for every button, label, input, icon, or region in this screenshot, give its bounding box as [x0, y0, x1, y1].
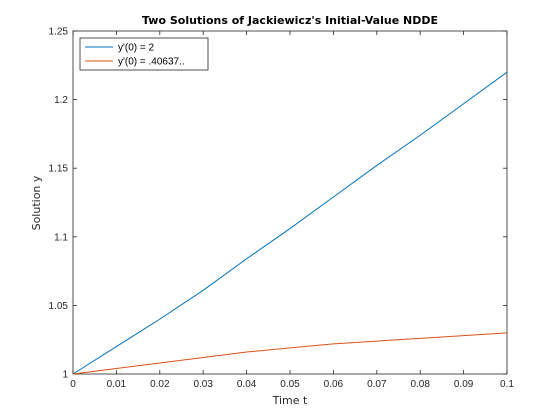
series-line-1 [72, 71, 508, 375]
x-tick-label: 0.04 [237, 379, 257, 390]
y-tick-label: 1.2 [54, 95, 68, 106]
y-tick-label: 1.05 [49, 301, 69, 312]
legend-box [79, 37, 209, 71]
x-tick-label: 0.08 [410, 379, 430, 390]
y-tick-label: 1.1 [54, 232, 68, 243]
x-tick-label: 0 [70, 379, 76, 390]
y-tick-label: 1 [62, 370, 68, 381]
plot-area [72, 30, 508, 375]
x-tick-label: 0.05 [280, 379, 300, 390]
x-tick-label: 0.07 [367, 379, 387, 390]
x-axis-label: Time t [272, 394, 308, 407]
legend-label-series-1: y'(0) = 2 [118, 43, 155, 54]
legend-label-series-2: y'(0) = .40637.. [118, 57, 185, 68]
legend: y'(0) = 2 y'(0) = .40637.. [79, 37, 209, 71]
chart-title: Two Solutions of Jackiewicz's Initial-Va… [142, 14, 438, 27]
series-line-2 [72, 332, 508, 375]
x-tick-label: 0.1 [500, 379, 514, 390]
x-axis: 0 0.01 0.02 0.03 0.04 0.05 0.06 0.07 0.08 0.09 0.1 [70, 31, 514, 390]
x-tick-label: 0.09 [454, 379, 474, 390]
x-tick-label: 0.06 [324, 379, 344, 390]
y-axis: 1 1.05 1.1 1.15 1.2 1.25 [49, 27, 507, 381]
y-axis-label: Solution y [30, 175, 43, 230]
y-tick-label: 1.15 [49, 164, 69, 175]
x-tick-label: 0.02 [150, 379, 170, 390]
x-tick-label: 0.03 [193, 379, 213, 390]
y-tick-label: 1.25 [49, 27, 69, 38]
series-lines [72, 71, 508, 375]
x-tick-label: 0.01 [107, 379, 127, 390]
